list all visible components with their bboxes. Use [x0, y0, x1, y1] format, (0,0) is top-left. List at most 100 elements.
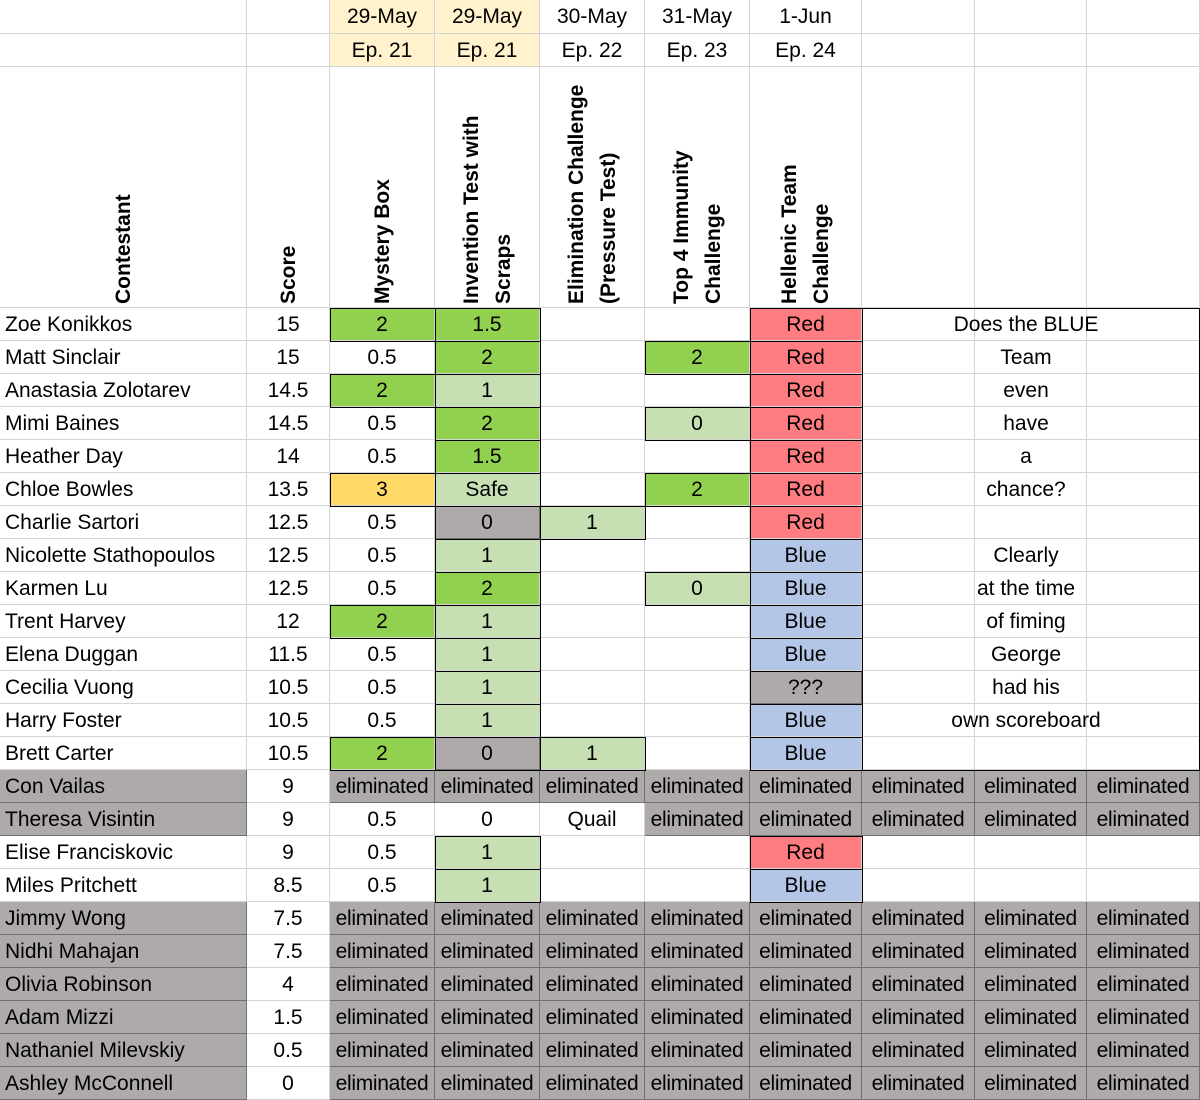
contestant-name[interactable]: Nathaniel Milevskiy: [0, 1034, 247, 1067]
challenge-result-cell[interactable]: eliminated: [540, 1067, 645, 1100]
score-cell[interactable]: 7.5: [247, 935, 330, 968]
challenge-result-cell[interactable]: [1087, 374, 1200, 407]
challenge-result-cell[interactable]: [645, 737, 750, 770]
contestant-name[interactable]: Matt Sinclair: [0, 341, 247, 374]
challenge-result-cell[interactable]: 2: [645, 473, 750, 506]
challenge-result-cell[interactable]: [862, 605, 975, 638]
challenge-result-cell[interactable]: 0.5: [330, 869, 435, 902]
challenge-result-cell[interactable]: Blue: [750, 737, 862, 770]
challenge-result-cell[interactable]: eliminated: [645, 1034, 750, 1067]
header-episode-cell[interactable]: Ep. 22: [540, 34, 645, 67]
challenge-result-cell[interactable]: [540, 704, 645, 737]
challenge-result-cell[interactable]: [975, 572, 1087, 605]
challenge-result-cell[interactable]: eliminated: [1087, 770, 1200, 803]
challenge-result-cell[interactable]: [862, 506, 975, 539]
challenge-result-cell[interactable]: [1087, 341, 1200, 374]
challenge-result-cell[interactable]: eliminated: [645, 1067, 750, 1100]
challenge-result-cell[interactable]: [645, 869, 750, 902]
challenge-result-cell[interactable]: eliminated: [862, 1034, 975, 1067]
challenge-result-cell[interactable]: [645, 374, 750, 407]
header-blank-cell[interactable]: [862, 0, 975, 34]
challenge-result-cell[interactable]: [862, 638, 975, 671]
challenge-result-cell[interactable]: [540, 440, 645, 473]
challenge-result-cell[interactable]: [645, 704, 750, 737]
score-cell[interactable]: 15: [247, 308, 330, 341]
challenge-result-cell[interactable]: 1.5: [435, 308, 540, 341]
challenge-result-cell[interactable]: [1087, 539, 1200, 572]
challenge-result-cell[interactable]: [862, 539, 975, 572]
score-cell[interactable]: 9: [247, 803, 330, 836]
contestant-name[interactable]: Ashley McConnell: [0, 1067, 247, 1100]
contestant-name[interactable]: Karmen Lu: [0, 572, 247, 605]
challenge-result-cell[interactable]: [1087, 605, 1200, 638]
challenge-result-cell[interactable]: 1: [435, 539, 540, 572]
challenge-result-cell[interactable]: eliminated: [645, 803, 750, 836]
contestant-name[interactable]: Nicolette Stathopoulos: [0, 539, 247, 572]
score-cell[interactable]: 13.5: [247, 473, 330, 506]
score-cell[interactable]: 0: [247, 1067, 330, 1100]
contestant-name[interactable]: Nidhi Mahajan: [0, 935, 247, 968]
challenge-result-cell[interactable]: 1: [540, 737, 645, 770]
challenge-result-cell[interactable]: [1087, 836, 1200, 869]
contestant-name[interactable]: Miles Pritchett: [0, 869, 247, 902]
challenge-result-cell[interactable]: [862, 473, 975, 506]
challenge-result-cell[interactable]: eliminated: [862, 803, 975, 836]
score-cell[interactable]: 14.5: [247, 374, 330, 407]
contestant-name[interactable]: Harry Foster: [0, 704, 247, 737]
challenge-result-cell[interactable]: 0.5: [330, 407, 435, 440]
challenge-result-cell[interactable]: eliminated: [975, 1067, 1087, 1100]
challenge-result-cell[interactable]: Quail: [540, 803, 645, 836]
challenge-result-cell[interactable]: Red: [750, 473, 862, 506]
header-challenge-cell[interactable]: [975, 67, 1087, 308]
challenge-result-cell[interactable]: eliminated: [750, 1067, 862, 1100]
header-date-cell[interactable]: 29-May: [330, 0, 435, 34]
challenge-result-cell[interactable]: [862, 374, 975, 407]
challenge-result-cell[interactable]: [1087, 704, 1200, 737]
challenge-result-cell[interactable]: 0.5: [330, 671, 435, 704]
challenge-result-cell[interactable]: [975, 506, 1087, 539]
challenge-result-cell[interactable]: eliminated: [862, 770, 975, 803]
challenge-result-cell[interactable]: eliminated: [540, 1034, 645, 1067]
contestant-name[interactable]: Trent Harvey: [0, 605, 247, 638]
header-challenge-cell[interactable]: [862, 67, 975, 308]
challenge-result-cell[interactable]: eliminated: [435, 1034, 540, 1067]
challenge-result-cell[interactable]: eliminated: [330, 1067, 435, 1100]
challenge-result-cell[interactable]: 0: [435, 737, 540, 770]
contestant-name[interactable]: Elise Franciskovic: [0, 836, 247, 869]
challenge-result-cell[interactable]: Red: [750, 308, 862, 341]
challenge-result-cell[interactable]: [1087, 407, 1200, 440]
challenge-result-cell[interactable]: eliminated: [645, 935, 750, 968]
score-cell[interactable]: 14.5: [247, 407, 330, 440]
contestant-name[interactable]: Olivia Robinson: [0, 968, 247, 1001]
challenge-result-cell[interactable]: 0.5: [330, 440, 435, 473]
challenge-result-cell[interactable]: [645, 539, 750, 572]
challenge-result-cell[interactable]: [645, 836, 750, 869]
header-blank-cell[interactable]: [975, 0, 1087, 34]
challenge-result-cell[interactable]: [862, 836, 975, 869]
header-challenge-cell[interactable]: Invention Test with Scraps: [435, 67, 540, 308]
score-cell[interactable]: 10.5: [247, 737, 330, 770]
challenge-result-cell[interactable]: 1: [435, 671, 540, 704]
score-cell[interactable]: 15: [247, 341, 330, 374]
score-cell[interactable]: 12.5: [247, 572, 330, 605]
score-cell[interactable]: 4: [247, 968, 330, 1001]
header-episode-cell[interactable]: Ep. 23: [645, 34, 750, 67]
challenge-result-cell[interactable]: [1087, 638, 1200, 671]
challenge-result-cell[interactable]: 2: [435, 407, 540, 440]
challenge-result-cell[interactable]: [862, 407, 975, 440]
challenge-result-cell[interactable]: eliminated: [750, 935, 862, 968]
challenge-result-cell[interactable]: Red: [750, 374, 862, 407]
score-cell[interactable]: 12.5: [247, 506, 330, 539]
challenge-result-cell[interactable]: [975, 539, 1087, 572]
challenge-result-cell[interactable]: [1087, 869, 1200, 902]
challenge-result-cell[interactable]: eliminated: [750, 1001, 862, 1034]
challenge-result-cell[interactable]: 1: [435, 869, 540, 902]
challenge-result-cell[interactable]: eliminated: [862, 968, 975, 1001]
challenge-result-cell[interactable]: eliminated: [435, 902, 540, 935]
challenge-result-cell[interactable]: eliminated: [645, 1001, 750, 1034]
contestant-name[interactable]: Adam Mizzi: [0, 1001, 247, 1034]
challenge-result-cell[interactable]: [540, 671, 645, 704]
challenge-result-cell[interactable]: 2: [435, 572, 540, 605]
challenge-result-cell[interactable]: [1087, 440, 1200, 473]
challenge-result-cell[interactable]: [862, 869, 975, 902]
